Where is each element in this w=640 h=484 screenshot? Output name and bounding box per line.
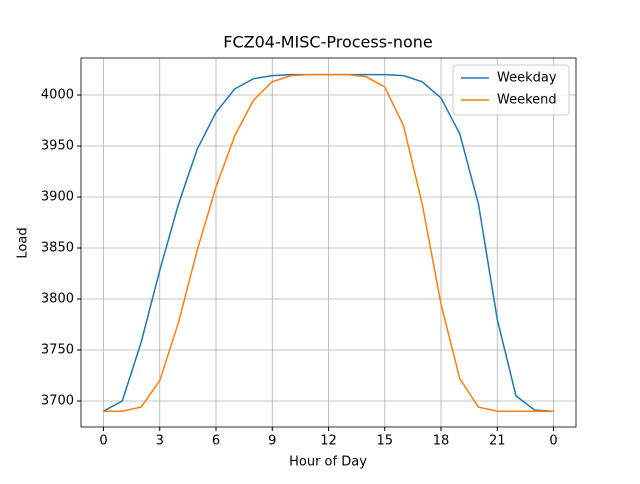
y-tick-label: 3950 [41,139,74,154]
legend-label: Weekday [497,71,557,86]
y-tick-label: 3800 [41,292,74,307]
legend-label: Weekend [497,93,557,108]
x-tick-label: 9 [268,434,276,449]
x-tick-label: 18 [433,434,450,449]
x-tick-label: 0 [99,434,107,449]
x-tick-label: 3 [156,434,164,449]
plot-frame [80,57,577,428]
x-tick-label: 0 [549,434,557,449]
x-tick-label: 15 [376,434,393,449]
y-axis-label: Load [16,227,31,258]
y-tick-label: 3750 [41,342,74,357]
y-tick-label: 4000 [41,88,74,103]
y-tick-label: 3900 [41,190,74,205]
x-tick-label: 6 [212,434,220,449]
y-tick-label: 3700 [41,393,74,408]
x-tick-label: 21 [489,434,506,449]
y-tick-label: 3850 [41,241,74,256]
x-tick-label: 12 [320,434,337,449]
chart-title: FCZ04-MISC-Process-none [223,33,432,52]
line-series [103,73,554,412]
x-axis-label: Hour of Day [289,455,367,470]
